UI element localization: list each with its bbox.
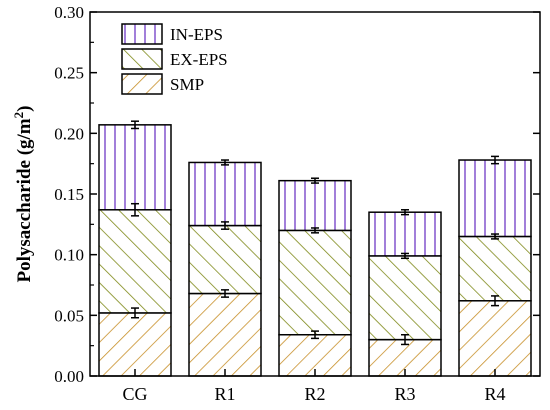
bar-segment-smp <box>458 300 532 377</box>
bar-segment-ex-eps <box>98 209 172 314</box>
legend-label: SMP <box>170 75 204 94</box>
bar-segment-in-eps <box>188 161 262 227</box>
y-tick-label: 0.20 <box>54 124 84 143</box>
x-tick-label: R4 <box>484 384 505 404</box>
x-tick-label: CG <box>122 384 147 404</box>
y-tick-label: 0.25 <box>54 64 84 83</box>
bar-segment-in-eps <box>368 211 442 257</box>
bar-segment-in-eps <box>98 124 172 211</box>
legend-label: IN-EPS <box>170 25 223 44</box>
legend-swatch-smp <box>121 73 163 95</box>
error-bars-layer <box>131 120 499 346</box>
legend-swatch-ex-eps <box>121 48 163 70</box>
y-tick-label: 0.30 <box>54 3 84 22</box>
y-axis-label-main: Polysaccharide (g/m <box>14 118 35 282</box>
bar-segment-in-eps <box>458 159 532 238</box>
legend-label: EX-EPS <box>170 50 228 69</box>
y-tick-label: 0.00 <box>54 367 84 386</box>
y-tick-label: 0.05 <box>54 306 84 325</box>
bar-segment-ex-eps <box>458 235 532 302</box>
y-axis-label: Polysaccharide (g/m2) <box>11 106 35 283</box>
bar-segment-smp <box>98 312 172 377</box>
x-axis: CG R1 R2 R3 R4 <box>122 369 506 404</box>
bars-layer <box>98 124 532 377</box>
bar-segment-smp <box>188 292 262 377</box>
y-axis: 0.00 0.05 0.10 0.15 0.20 0.25 0.30 <box>54 3 540 386</box>
y-axis-label-superscript: 2 <box>11 112 26 119</box>
bar-segment-in-eps <box>278 179 352 232</box>
y-axis-label-close: ) <box>14 106 35 112</box>
x-tick-label: R2 <box>304 384 325 404</box>
bar-segment-ex-eps <box>368 255 442 341</box>
legend: IN-EPS EX-EPS SMP <box>121 23 228 95</box>
bar-segment-ex-eps <box>188 224 262 295</box>
y-tick-label: 0.15 <box>54 185 84 204</box>
bar-segment-ex-eps <box>278 229 352 336</box>
bar-segment-smp <box>278 333 352 377</box>
legend-swatch-in-eps <box>121 23 163 45</box>
y-tick-label: 0.10 <box>54 246 84 265</box>
x-tick-label: R3 <box>394 384 415 404</box>
x-tick-label: R1 <box>214 384 235 404</box>
